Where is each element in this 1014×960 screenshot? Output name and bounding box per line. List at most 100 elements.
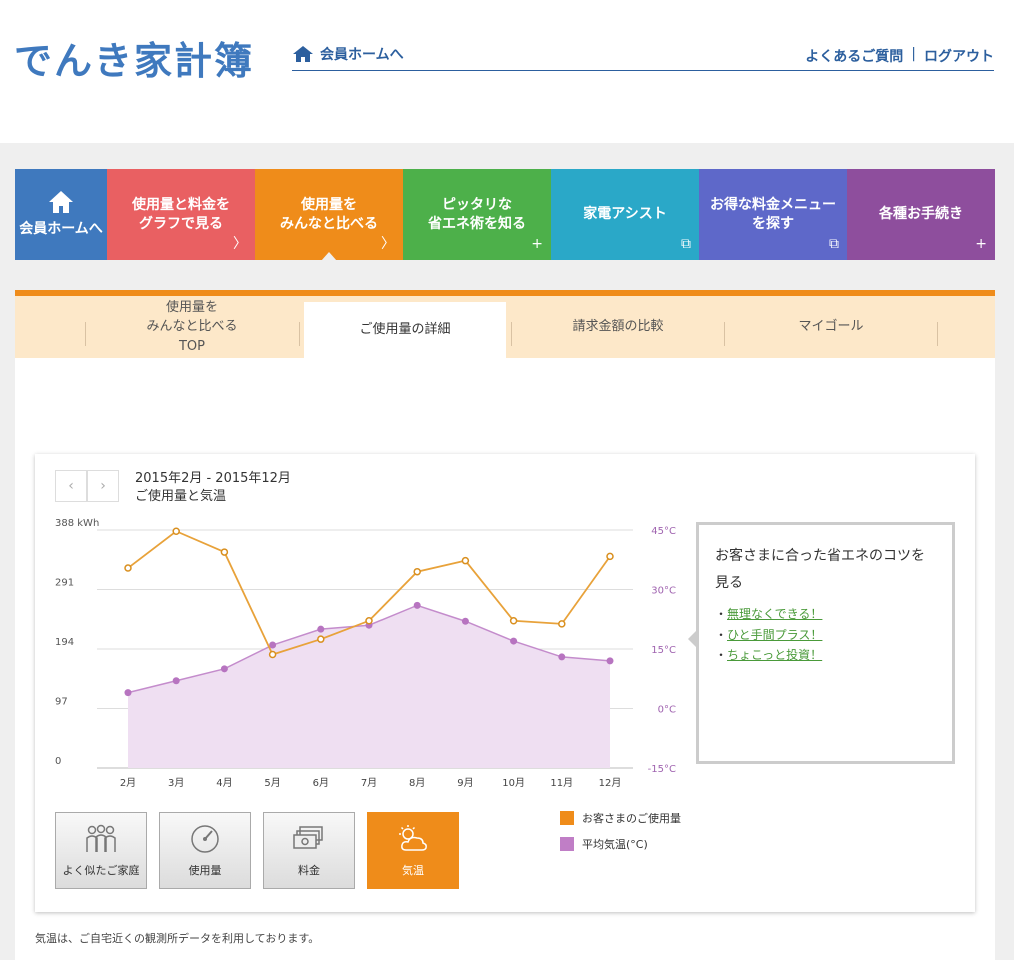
period-pager: ‹ › bbox=[55, 470, 119, 502]
tab-compare-top[interactable]: 使用量を みんなと比べる TOP bbox=[146, 299, 238, 354]
temperature-point bbox=[606, 657, 614, 665]
charge-button[interactable]: 料金 bbox=[263, 812, 355, 889]
subnav-divider bbox=[511, 322, 512, 346]
tip-investment-link[interactable]: ちょこっと投資！ bbox=[727, 647, 823, 662]
nav-graph[interactable]: 使用量と料金を グラフで見る 〉 bbox=[107, 169, 255, 260]
x-tick-label: 6月 bbox=[313, 777, 329, 789]
list-item: ・ちょこっと投資！ bbox=[715, 645, 936, 665]
nav-graph-label: 使用量と料金を グラフで見る bbox=[132, 196, 230, 232]
logout-link[interactable]: ログアウト bbox=[924, 49, 994, 65]
similar-households-button[interactable]: よく似たご家庭 bbox=[55, 812, 147, 889]
weather-icon bbox=[399, 824, 427, 851]
legend-item-usage: お客さまのご使用量 bbox=[560, 810, 681, 826]
external-window-icon: ⧉ bbox=[681, 236, 691, 253]
nav-rate-menu[interactable]: お得な料金メニュー を探す ⧉ bbox=[699, 169, 847, 260]
y-right-tick-label: 30°C bbox=[651, 586, 676, 597]
charge-label: 料金 bbox=[298, 863, 320, 877]
legend-item-temperature: 平均気温(°C) bbox=[560, 836, 681, 852]
money-icon bbox=[293, 825, 323, 849]
nav-rate-menu-label: お得な料金メニュー を探す bbox=[710, 196, 836, 232]
usage-point bbox=[413, 567, 421, 576]
temperature-point bbox=[461, 617, 469, 625]
site-header: でんき家計簿 会員ホームへ よくあるご質問 | ログアウト bbox=[0, 0, 1014, 143]
y-left-tick-label: 388 kWh bbox=[55, 518, 99, 529]
nav-appliance-assist[interactable]: 家電アシスト ⧉ bbox=[551, 169, 699, 260]
usage-label: 使用量 bbox=[188, 863, 222, 877]
y-right-tick-label: 0°C bbox=[658, 705, 676, 716]
temperature-footnote: 気温は、ご自宅近くの観測所データを利用しております。 bbox=[35, 932, 320, 945]
x-tick-label: 4月 bbox=[216, 777, 232, 789]
usage-point bbox=[461, 556, 470, 565]
x-tick-label: 9月 bbox=[457, 777, 473, 789]
chart-legend: お客さまのご使用量 平均気温(°C) bbox=[560, 810, 681, 862]
bullet: ・ bbox=[715, 647, 728, 662]
usage-point bbox=[124, 564, 132, 572]
tab-usage-detail[interactable]: ご使用量の詳細 bbox=[304, 302, 506, 358]
nav-procedures[interactable]: 各種お手続き + bbox=[847, 169, 995, 260]
chevron-right-icon: 〉 bbox=[233, 236, 247, 253]
temperature-point bbox=[124, 689, 132, 697]
similar-households-label: よく似たご家庭 bbox=[62, 863, 140, 877]
usage-temperature-chart: 388 kWh 45°C 291 30°C 194 15°C 97 0°C 0 -15°C 2月 3月… bbox=[55, 518, 676, 789]
external-window-icon: ⧉ bbox=[829, 236, 839, 253]
header-links: よくあるご質問 | ログアウト bbox=[805, 46, 994, 66]
temperature-area bbox=[128, 605, 610, 768]
list-item: ・ひと手間プラス！ bbox=[715, 625, 936, 645]
x-tick-label: 3月 bbox=[168, 777, 184, 789]
next-period-button[interactable]: › bbox=[87, 470, 119, 502]
nav-energy-saving[interactable]: ピッタリな 省エネ術を知る + bbox=[403, 169, 551, 260]
subnav-divider bbox=[937, 322, 938, 346]
period-heading: 2015年2月 - 2015年12月 ご使用量と気温 bbox=[135, 470, 291, 505]
tab-bill-compare[interactable]: 請求金額の比較 bbox=[572, 319, 664, 335]
y-right-tick-label: 45°C bbox=[651, 526, 676, 537]
nav-energy-saving-label: ピッタリな 省エネ術を知る bbox=[428, 196, 526, 232]
legend-label: お客さまのご使用量 bbox=[582, 812, 681, 825]
meter-icon bbox=[191, 824, 219, 853]
chart-mode-buttons: よく似たご家庭 使用量 料金 bbox=[55, 812, 459, 889]
period-range: 2015年2月 - 2015年12月 bbox=[135, 471, 291, 486]
tip-extra-effort-link[interactable]: ひと手間プラス！ bbox=[727, 627, 823, 642]
temperature-label: 気温 bbox=[402, 863, 424, 877]
tips-pointer bbox=[688, 630, 697, 648]
bullet: ・ bbox=[715, 607, 728, 622]
nav-member-home[interactable]: 会員ホームへ bbox=[15, 169, 107, 260]
usage-point bbox=[558, 620, 566, 628]
x-tick-label: 7月 bbox=[361, 777, 377, 789]
site-logo[interactable]: でんき家計簿 bbox=[14, 39, 255, 83]
temperature-point bbox=[172, 677, 180, 685]
faq-link[interactable]: よくあるご質問 bbox=[805, 49, 904, 65]
nav-compare[interactable]: 使用量を みんなと比べる 〉 bbox=[255, 169, 403, 261]
member-home-link[interactable]: 会員ホームへ bbox=[292, 44, 404, 64]
header-divider bbox=[292, 70, 994, 71]
y-left-tick-label: 291 bbox=[55, 578, 74, 589]
temperature-point bbox=[317, 625, 325, 633]
temperature-point bbox=[220, 665, 228, 673]
usage-point bbox=[220, 548, 229, 556]
usage-button[interactable]: 使用量 bbox=[159, 812, 251, 889]
list-item: ・無理なくできる！ bbox=[715, 604, 936, 624]
legend-swatch bbox=[560, 811, 574, 825]
tips-title: お客さまに合った省エネのコツを見る bbox=[715, 548, 925, 591]
y-left-tick-label: 0 bbox=[55, 756, 61, 767]
chart-subtitle: ご使用量と気温 bbox=[135, 488, 227, 504]
plus-icon: + bbox=[531, 236, 543, 253]
legend-label: 平均気温(°C) bbox=[582, 838, 648, 851]
home-icon bbox=[49, 191, 73, 214]
y-right-tick-label: 15°C bbox=[651, 645, 676, 656]
x-tick-label: 10月 bbox=[502, 777, 525, 789]
content-panel: 使用量を みんなと比べる TOP ご使用量の詳細 請求金額の比較 マイゴール ‹… bbox=[15, 290, 995, 960]
temperature-button[interactable]: 気温 bbox=[367, 812, 459, 889]
x-tick-label: 5月 bbox=[264, 777, 280, 789]
temperature-point bbox=[413, 601, 421, 609]
temperature-point bbox=[510, 637, 518, 645]
tab-my-goal[interactable]: マイゴール bbox=[798, 319, 864, 335]
x-tick-label: 2月 bbox=[120, 777, 136, 789]
nav-procedures-label: 各種お手続き bbox=[879, 206, 963, 223]
main-navigation: 会員ホームへ 使用量と料金を グラフで見る 〉 使用量を みんなと比べる 〉 ピ… bbox=[15, 169, 995, 261]
nav-compare-label: 使用量を みんなと比べる bbox=[280, 196, 378, 232]
usage-point bbox=[317, 635, 325, 643]
prev-period-button[interactable]: ‹ bbox=[55, 470, 87, 502]
tip-easy-link[interactable]: 無理なくできる！ bbox=[727, 607, 823, 622]
usage-point bbox=[606, 552, 614, 561]
subnav-divider bbox=[299, 322, 300, 346]
